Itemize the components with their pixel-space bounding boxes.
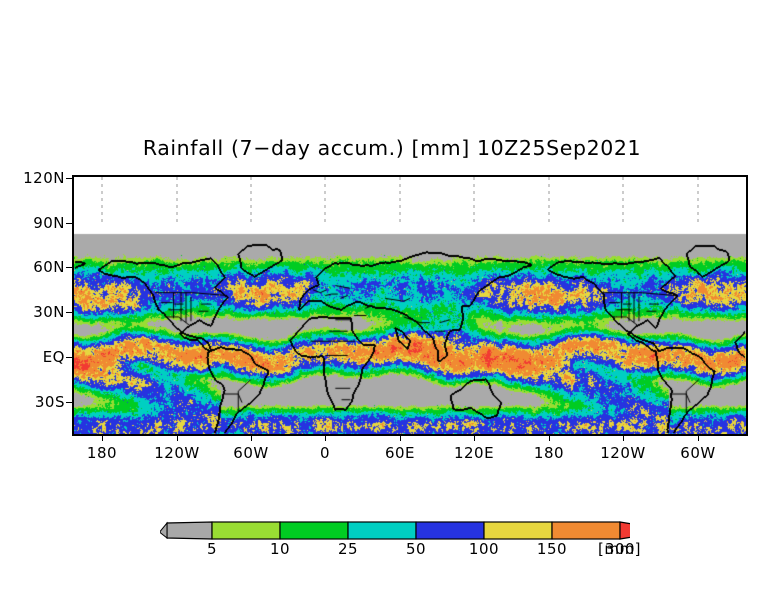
x-axis-label: 0 [319, 444, 331, 462]
colorbar-tick-label: 5 [206, 540, 218, 558]
x-axis-tick [549, 436, 550, 441]
map-plot-area [72, 175, 748, 436]
y-axis-label: 60N [33, 258, 65, 276]
y-axis-label: 30S [34, 393, 65, 411]
colorbar-band-over [619, 521, 630, 540]
colorbar-tick-label: 100 [468, 540, 500, 558]
colorbar-tick-label: 150 [536, 540, 568, 558]
colorbar-band [279, 521, 349, 540]
page-title: Rainfall (7−day accum.) [mm] 10Z25Sep202… [142, 136, 642, 160]
rainfall-heatmap-canvas [74, 177, 746, 434]
colorbar [0, 512, 784, 572]
colorbar-swatches [160, 521, 630, 540]
colorbar-unit-label: [mm] [598, 540, 641, 558]
y-axis-label: 90N [33, 214, 65, 232]
x-axis-tick [400, 436, 401, 441]
x-axis-label: 60W [233, 444, 269, 462]
y-axis-tick [66, 267, 72, 268]
x-axis-tick [251, 436, 252, 441]
y-axis-tick [66, 402, 72, 403]
colorbar-band-under [166, 521, 213, 540]
colorbar-tick-label: 25 [337, 540, 359, 558]
y-axis-label: 30N [33, 303, 65, 321]
x-axis-label: 120W [600, 444, 646, 462]
y-axis-tick [66, 178, 72, 179]
y-axis-tick [66, 223, 72, 224]
y-axis-label: 120N [23, 169, 65, 187]
colorbar-band [551, 521, 621, 540]
x-axis-label: 120E [453, 444, 495, 462]
x-axis-label: 120W [154, 444, 200, 462]
colorbar-band [347, 521, 417, 540]
colorbar-left-arrow-tip [160, 521, 168, 540]
x-axis-tick [623, 436, 624, 441]
x-axis-label: 60W [680, 444, 716, 462]
y-axis-tick [66, 312, 72, 313]
colorbar-band [211, 521, 281, 540]
colorbar-tick-label: 10 [269, 540, 291, 558]
x-axis-label: 180 [86, 444, 118, 462]
x-axis-label: 180 [533, 444, 565, 462]
colorbar-band [415, 521, 485, 540]
x-axis-tick [474, 436, 475, 441]
x-axis-tick [698, 436, 699, 441]
colorbar-band [483, 521, 553, 540]
x-axis-label: 60E [384, 444, 416, 462]
y-axis-tick [66, 357, 72, 358]
x-axis-tick [325, 436, 326, 441]
colorbar-tick-label: 50 [405, 540, 427, 558]
y-axis-label: EQ [42, 348, 65, 366]
colorbar-tick-label: 300 [604, 540, 636, 558]
x-axis-tick [177, 436, 178, 441]
x-axis-tick [102, 436, 103, 441]
